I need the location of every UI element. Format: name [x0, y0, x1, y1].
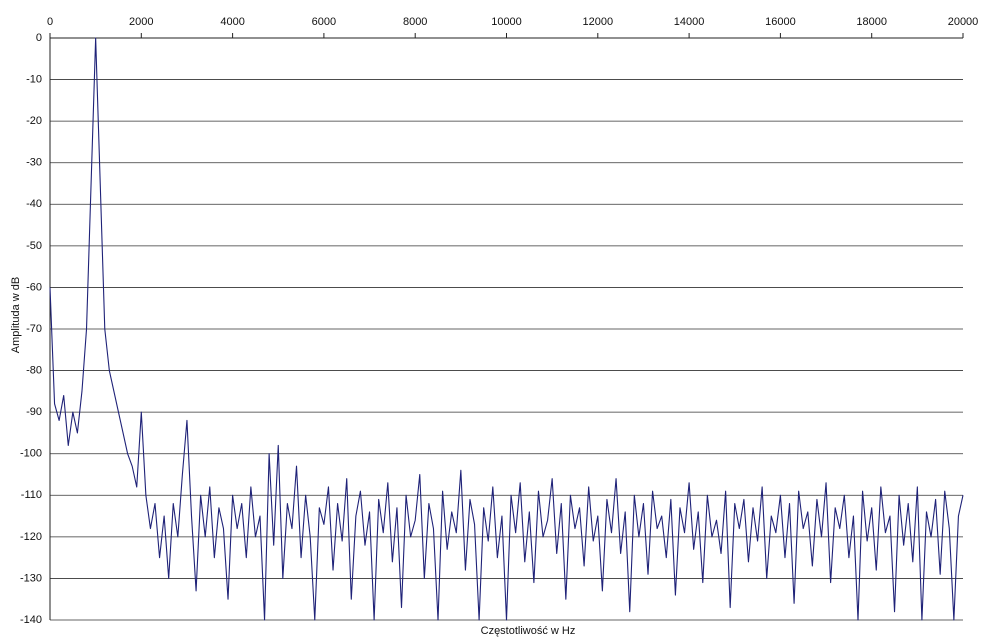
- x-tick-label: 8000: [403, 16, 427, 28]
- y-tick-label: -130: [20, 572, 42, 584]
- y-tick-label: -10: [26, 73, 42, 85]
- y-tick-label: -140: [20, 614, 42, 626]
- x-tick-label: 20000: [948, 16, 979, 28]
- y-tick-label: -40: [26, 198, 42, 210]
- y-tick-label: 0: [36, 32, 42, 44]
- y-tick-label: -20: [26, 115, 42, 127]
- x-tick-label: 4000: [220, 16, 244, 28]
- y-tick-label: -70: [26, 323, 42, 335]
- x-tick-label: 14000: [674, 16, 705, 28]
- y-tick-label: -120: [20, 531, 42, 543]
- y-tick-label: -100: [20, 448, 42, 460]
- y-tick-label: -30: [26, 157, 42, 169]
- y-tick-label: -110: [21, 489, 42, 501]
- x-axis-label: Częstotliwość w Hz: [481, 625, 576, 637]
- x-tick-label: 2000: [129, 16, 153, 28]
- y-tick-label: -60: [26, 281, 42, 293]
- x-tick-label: 12000: [583, 16, 614, 28]
- x-tick-label: 18000: [856, 16, 887, 28]
- x-tick-label: 10000: [491, 16, 522, 28]
- y-tick-label: -50: [26, 240, 42, 252]
- x-tick-label: 0: [47, 16, 53, 28]
- x-tick-label: 6000: [312, 16, 336, 28]
- y-tick-label: -80: [26, 364, 42, 376]
- spectrum-line: [49, 37, 964, 621]
- y-tick-label: -90: [26, 406, 42, 418]
- y-axis-label: Amplituda w dB: [10, 277, 22, 353]
- x-tick-label: 16000: [765, 16, 796, 28]
